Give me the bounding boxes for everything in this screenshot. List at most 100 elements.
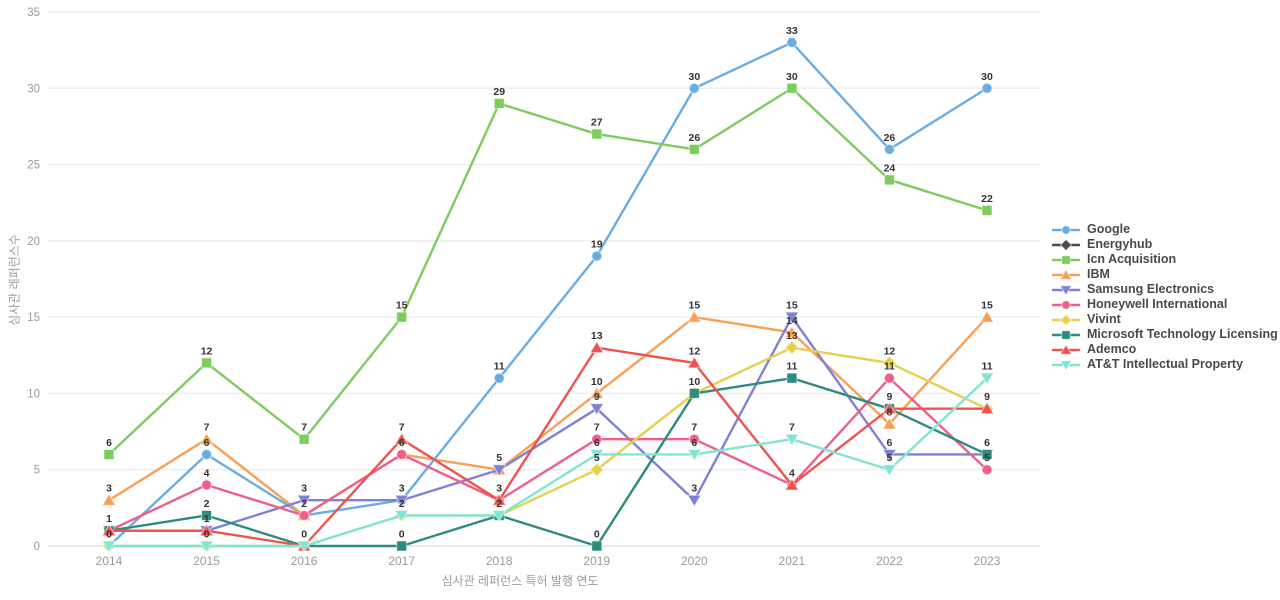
data-point-marker[interactable] [589,386,605,399]
data-point-marker[interactable] [396,311,408,323]
data-point-marker[interactable] [1059,313,1073,326]
data-point-marker[interactable] [786,37,798,49]
series-line [107,376,989,532]
point-value-label: 11 [884,361,895,373]
data-point-marker[interactable] [981,448,993,460]
data-point-marker[interactable] [201,509,213,521]
data-point-marker[interactable] [493,98,505,110]
legend-item-energyhub[interactable]: Energyhub [1052,237,1278,252]
data-point-marker[interactable] [199,432,214,445]
data-point-marker[interactable] [688,82,700,94]
data-point-marker[interactable] [491,509,507,523]
data-point-marker[interactable] [101,540,117,553]
data-point-marker[interactable] [784,340,800,355]
data-point-marker[interactable] [394,432,410,445]
data-point-marker[interactable] [591,250,603,262]
data-point-marker[interactable] [1061,299,1071,310]
data-point-marker[interactable] [101,523,117,537]
data-point-marker[interactable] [1061,329,1071,340]
series-line [107,376,989,548]
data-point-marker[interactable] [589,448,605,462]
data-point-marker[interactable] [589,340,605,354]
data-point-marker[interactable] [979,372,995,386]
data-point-marker[interactable] [686,448,702,462]
point-value-label: 19 [591,239,603,251]
y-tick-label: 35 [27,7,40,19]
legend-item-ibm[interactable]: IBM [1052,267,1278,282]
data-point-marker[interactable] [199,523,214,537]
data-point-marker[interactable] [298,509,310,521]
data-point-marker[interactable] [688,433,700,445]
series-line [107,87,989,456]
data-point-marker[interactable] [101,493,117,506]
data-point-marker[interactable] [784,477,800,491]
data-point-marker[interactable] [296,540,312,553]
legend-item-samsung-electronics[interactable]: Samsung Electronics [1052,282,1278,297]
data-point-marker[interactable] [396,540,408,552]
legend-item-icn-acquisition[interactable]: Icn Acquisition [1052,252,1278,267]
legend-item-vivint[interactable]: Vivint [1052,312,1278,327]
data-point-marker[interactable] [784,311,800,325]
data-point-marker[interactable] [882,448,897,462]
data-point-marker[interactable] [883,143,895,155]
data-point-marker[interactable] [591,128,603,140]
data-point-marker[interactable] [686,310,702,323]
point-value-label: 13 [786,330,798,342]
legend-item-google[interactable]: Google [1052,222,1278,237]
data-point-marker[interactable] [394,494,410,508]
data-point-marker[interactable] [1059,343,1073,355]
data-point-marker[interactable] [201,479,213,491]
point-value-label: 5 [887,452,893,464]
data-point-marker[interactable] [979,401,995,415]
data-point-marker[interactable] [882,416,897,430]
data-point-marker[interactable] [979,310,995,323]
data-point-marker[interactable] [589,403,605,416]
data-point-marker[interactable] [1059,268,1073,280]
data-point-marker[interactable] [1059,284,1073,296]
data-point-marker[interactable] [786,372,798,384]
data-point-marker[interactable] [591,540,603,552]
data-point-marker[interactable] [199,540,214,553]
data-point-marker[interactable] [786,82,798,94]
data-point-marker[interactable] [882,355,897,371]
data-point-marker[interactable] [589,462,604,477]
legend-item-at-t-intellectual-property[interactable]: AT&T Intellectual Property [1052,357,1278,372]
data-point-marker[interactable] [201,357,213,369]
data-point-marker[interactable] [981,464,993,476]
data-point-marker[interactable] [591,433,603,445]
data-point-marker[interactable] [1061,224,1071,235]
data-point-marker[interactable] [298,433,310,445]
data-point-marker[interactable] [296,494,312,508]
data-point-marker[interactable] [491,464,507,477]
data-point-marker[interactable] [201,448,213,460]
x-tick-label: 2017 [388,554,415,568]
data-point-marker[interactable] [883,174,895,186]
data-point-marker[interactable] [981,82,993,94]
data-point-marker[interactable] [394,509,410,523]
data-point-marker[interactable] [883,372,895,384]
data-point-marker[interactable] [491,493,507,506]
legend-label: Honeywell International [1087,297,1228,311]
data-point-marker[interactable] [103,448,115,460]
data-point-marker[interactable] [784,325,800,338]
legend-item-microsoft-technology-licensing[interactable]: Microsoft Technology Licensing [1052,327,1278,342]
data-point-marker[interactable] [688,387,700,399]
data-point-marker[interactable] [686,494,702,508]
data-point-marker[interactable] [396,448,408,460]
y-tick-label: 15 [27,312,40,324]
data-point-marker[interactable] [1059,359,1073,371]
data-point-marker[interactable] [981,204,993,216]
data-point-marker[interactable] [882,464,897,477]
data-point-marker[interactable] [784,433,800,447]
data-point-marker[interactable] [882,401,897,415]
data-point-marker[interactable] [1059,238,1073,251]
data-point-marker[interactable] [688,143,700,155]
data-point-marker[interactable] [493,372,505,384]
point-value-label: 12 [884,345,896,357]
data-point-marker[interactable] [686,355,702,369]
legend-label: Microsoft Technology Licensing [1087,327,1278,341]
point-value-label: 11 [494,361,505,373]
data-point-marker[interactable] [1061,254,1071,265]
legend-item-honeywell-international[interactable]: Honeywell International [1052,297,1278,312]
legend-item-ademco[interactable]: Ademco [1052,342,1278,357]
